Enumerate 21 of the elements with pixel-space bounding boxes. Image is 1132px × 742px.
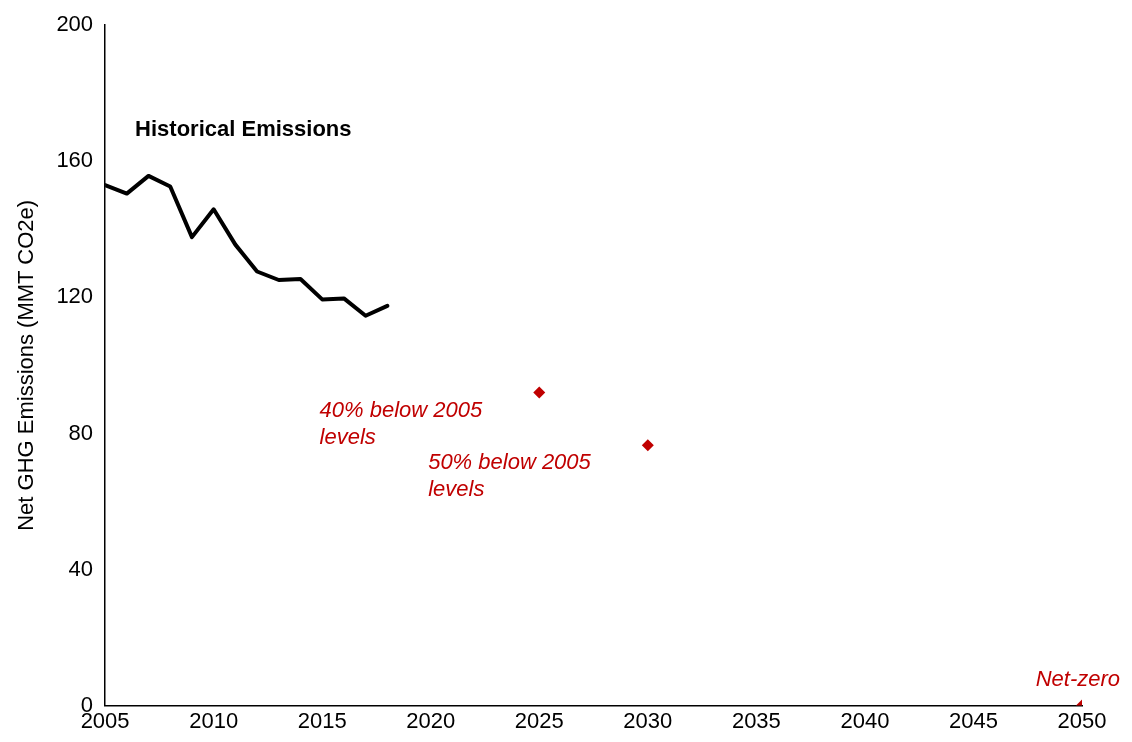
x-tick-label: 2020 [406,707,456,733]
annotation: 40% below 2005 levels [319,396,484,449]
point [533,386,546,399]
annotation: Historical Emissions [135,115,352,141]
y-tick-label: 120 [56,283,94,309]
y-tick-label: 80 [68,419,94,445]
x-tick-label: 2045 [948,707,998,733]
x-tick-label: 2035 [731,707,781,733]
x-tick-label: 2030 [623,707,673,733]
y-tick-label: 200 [56,11,94,37]
x-tick-label: 2040 [840,707,890,733]
x-tick-label: 2015 [297,707,347,733]
y-tick-label: 160 [56,147,94,173]
annotation: Net-zero [1035,665,1120,691]
x-tick-label: 2050 [1057,707,1107,733]
annotation: 50% below 2005 levels [428,449,592,502]
point [641,439,654,452]
y-axis-title: Net GHG Emissions (MMT CO2e) [13,199,39,531]
y-tick-label: 40 [68,555,94,581]
x-tick-label: 2010 [189,707,239,733]
x-tick-label: 2025 [514,707,564,733]
